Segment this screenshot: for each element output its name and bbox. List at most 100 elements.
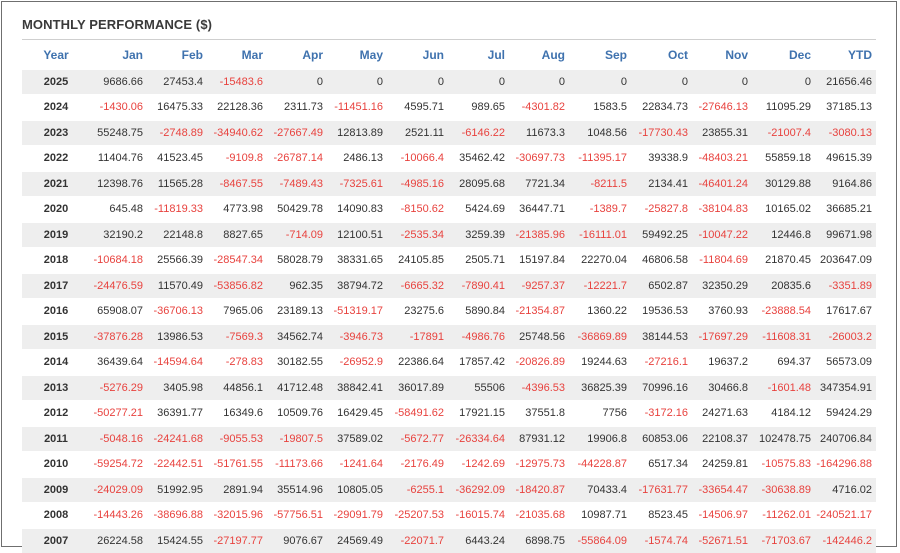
column-header-jul: Jul bbox=[448, 42, 509, 68]
month-value-cell: -21354.87 bbox=[509, 297, 569, 323]
month-value-cell: -1430.06 bbox=[90, 93, 147, 119]
month-value-cell: -22442.51 bbox=[147, 450, 207, 476]
year-cell: 2022 bbox=[22, 144, 90, 170]
month-value-cell: 20835.6 bbox=[752, 272, 815, 298]
month-value-cell: -8211.5 bbox=[569, 170, 631, 196]
table-row: 2018 -10684.18 25566.39 -28547.34 58028.79 38… bbox=[22, 246, 876, 272]
column-header-jan: Jan bbox=[90, 42, 147, 68]
month-value-cell: -28547.34 bbox=[207, 246, 267, 272]
month-value-cell: 6517.34 bbox=[631, 450, 692, 476]
month-value-cell: 87931.12 bbox=[509, 425, 569, 451]
month-value-cell: 19244.63 bbox=[569, 348, 631, 374]
month-value-cell: -4396.53 bbox=[509, 374, 569, 400]
month-value-cell: -1389.7 bbox=[569, 195, 631, 221]
month-value-cell: -59254.72 bbox=[90, 450, 147, 476]
month-value-cell: -11608.31 bbox=[752, 323, 815, 349]
month-value-cell: 0 bbox=[448, 68, 509, 94]
month-value-cell: -30638.89 bbox=[752, 476, 815, 502]
month-value-cell: -3946.73 bbox=[327, 323, 387, 349]
month-value-cell: 51992.95 bbox=[147, 476, 207, 502]
month-value-cell: -11819.33 bbox=[147, 195, 207, 221]
month-value-cell: 12813.89 bbox=[327, 119, 387, 145]
month-value-cell: -58491.62 bbox=[387, 399, 448, 425]
month-value-cell: -1574.74 bbox=[631, 527, 692, 553]
month-value-cell: -27197.77 bbox=[207, 527, 267, 553]
month-value-cell: 989.65 bbox=[448, 93, 509, 119]
month-value-cell: 5890.84 bbox=[448, 297, 509, 323]
month-value-cell: 32190.2 bbox=[90, 221, 147, 247]
month-value-cell: -26334.64 bbox=[448, 425, 509, 451]
month-value-cell: 12398.76 bbox=[90, 170, 147, 196]
month-value-cell: 23275.6 bbox=[387, 297, 448, 323]
month-value-cell: -21035.68 bbox=[509, 501, 569, 527]
year-cell: 2013 bbox=[22, 374, 90, 400]
month-value-cell: 55506 bbox=[448, 374, 509, 400]
month-value-cell: 7756 bbox=[569, 399, 631, 425]
year-cell: 2008 bbox=[22, 501, 90, 527]
month-value-cell: -12221.7 bbox=[569, 272, 631, 298]
year-cell: 2014 bbox=[22, 348, 90, 374]
ytd-cell: -26003.2 bbox=[815, 323, 876, 349]
month-value-cell: 9686.66 bbox=[90, 68, 147, 94]
month-value-cell: -7325.61 bbox=[327, 170, 387, 196]
ytd-cell: 49615.39 bbox=[815, 144, 876, 170]
table-row: 2013 -5276.29 3405.98 44856.1 41712.48 38842.… bbox=[22, 374, 876, 400]
month-value-cell: -10066.4 bbox=[387, 144, 448, 170]
month-value-cell: -22071.7 bbox=[387, 527, 448, 553]
year-cell: 2010 bbox=[22, 450, 90, 476]
month-value-cell: 37589.02 bbox=[327, 425, 387, 451]
month-value-cell: -12975.73 bbox=[509, 450, 569, 476]
year-cell: 2018 bbox=[22, 246, 90, 272]
month-value-cell: -24241.68 bbox=[147, 425, 207, 451]
month-value-cell: -36706.13 bbox=[147, 297, 207, 323]
month-value-cell: 22270.04 bbox=[569, 246, 631, 272]
month-value-cell: 25566.39 bbox=[147, 246, 207, 272]
month-value-cell: 60853.06 bbox=[631, 425, 692, 451]
month-value-cell: 10987.71 bbox=[569, 501, 631, 527]
month-value-cell: 16429.45 bbox=[327, 399, 387, 425]
month-value-cell: 30466.8 bbox=[692, 374, 752, 400]
month-value-cell: -9257.37 bbox=[509, 272, 569, 298]
month-value-cell: -55864.09 bbox=[569, 527, 631, 553]
month-value-cell: 16475.33 bbox=[147, 93, 207, 119]
month-value-cell: -1601.48 bbox=[752, 374, 815, 400]
month-value-cell: -15483.6 bbox=[207, 68, 267, 94]
month-value-cell: 8827.65 bbox=[207, 221, 267, 247]
month-value-cell: 0 bbox=[267, 68, 327, 94]
month-value-cell: -53856.82 bbox=[207, 272, 267, 298]
month-value-cell: 2486.13 bbox=[327, 144, 387, 170]
month-value-cell: -1242.69 bbox=[448, 450, 509, 476]
month-value-cell: -14506.97 bbox=[692, 501, 752, 527]
month-value-cell: -8467.55 bbox=[207, 170, 267, 196]
month-value-cell: 24569.49 bbox=[327, 527, 387, 553]
month-value-cell: 0 bbox=[569, 68, 631, 94]
month-value-cell: 2891.94 bbox=[207, 476, 267, 502]
month-value-cell: -50277.21 bbox=[90, 399, 147, 425]
month-value-cell: 10165.02 bbox=[752, 195, 815, 221]
column-header-apr: Apr bbox=[267, 42, 327, 68]
month-value-cell: 27453.4 bbox=[147, 68, 207, 94]
ytd-cell: -3351.89 bbox=[815, 272, 876, 298]
month-value-cell: 36391.77 bbox=[147, 399, 207, 425]
month-value-cell: 22386.64 bbox=[387, 348, 448, 374]
month-value-cell: 38794.72 bbox=[327, 272, 387, 298]
month-value-cell: 11404.76 bbox=[90, 144, 147, 170]
monthly-performance-table: Year Jan Feb Mar Apr May Jun Jul Aug Sep Oct Nov Dec… bbox=[22, 42, 876, 553]
month-value-cell: 70996.16 bbox=[631, 374, 692, 400]
month-value-cell: 59492.25 bbox=[631, 221, 692, 247]
month-value-cell: -25827.8 bbox=[631, 195, 692, 221]
year-cell: 2015 bbox=[22, 323, 90, 349]
month-value-cell: -8150.62 bbox=[387, 195, 448, 221]
month-value-cell: -30697.73 bbox=[509, 144, 569, 170]
column-header-aug: Aug bbox=[509, 42, 569, 68]
month-value-cell: -25207.53 bbox=[387, 501, 448, 527]
month-value-cell: -27646.13 bbox=[692, 93, 752, 119]
year-cell: 2023 bbox=[22, 119, 90, 145]
year-cell: 2011 bbox=[22, 425, 90, 451]
month-value-cell: 1360.22 bbox=[569, 297, 631, 323]
month-value-cell: -14594.64 bbox=[147, 348, 207, 374]
ytd-cell: 56573.09 bbox=[815, 348, 876, 374]
month-value-cell: 39338.9 bbox=[631, 144, 692, 170]
month-value-cell: 7965.06 bbox=[207, 297, 267, 323]
month-value-cell: -14443.26 bbox=[90, 501, 147, 527]
